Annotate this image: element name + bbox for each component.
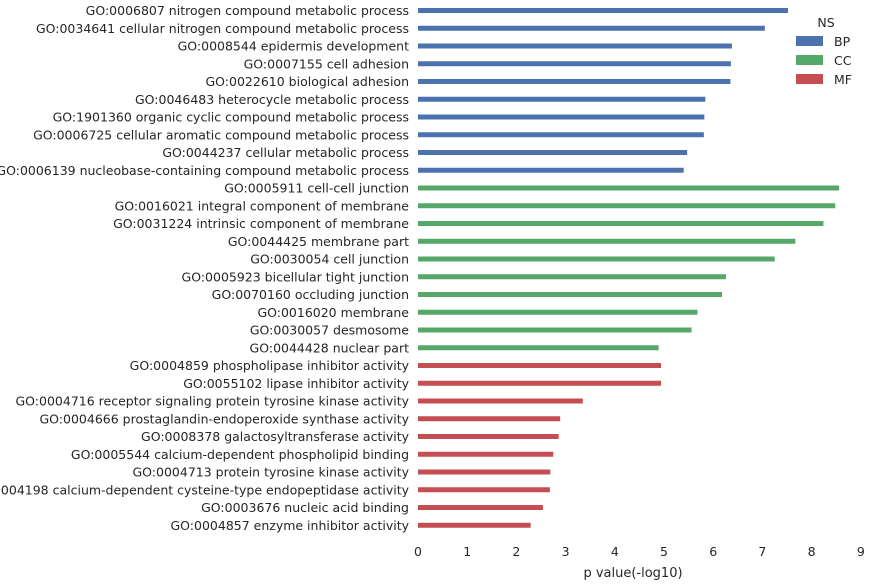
category-label: GO:0034641 cellular nitrogen compound me… <box>36 21 409 36</box>
category-label: GO:0030054 cell junction <box>250 252 409 267</box>
x-tick-label: 8 <box>808 544 816 559</box>
category-label: GO:0016020 membrane <box>257 305 409 320</box>
category-labels-group: GO:0006807 nitrogen compound metabolic p… <box>0 3 410 533</box>
bar <box>418 79 731 84</box>
category-label: GO:0006725 cellular aromatic compound me… <box>33 127 409 142</box>
category-label: GO:0022610 biological adhesion <box>206 74 410 89</box>
legend-swatch <box>796 55 823 65</box>
x-tick-label: 4 <box>611 544 619 559</box>
bar <box>418 132 704 138</box>
bar <box>418 292 723 297</box>
bar <box>418 114 705 120</box>
bar <box>418 522 531 528</box>
category-label: GO:0005911 cell-cell junction <box>224 181 409 196</box>
category-label: GO:0044428 nuclear part <box>250 340 410 355</box>
x-tick-label: 2 <box>512 544 520 559</box>
category-label: GO:0044425 membrane part <box>228 234 409 249</box>
category-label: GO:0004666 prostaglandin-endoperoxide sy… <box>40 411 410 426</box>
bar <box>418 505 543 510</box>
bar <box>418 8 788 13</box>
category-label: GO:0004716 receptor signaling protein ty… <box>16 394 410 409</box>
bar <box>418 43 732 49</box>
bar <box>418 487 550 493</box>
bar <box>418 256 775 262</box>
bar <box>418 309 698 315</box>
x-tick-label: 9 <box>857 544 865 559</box>
category-label: GO:0004859 phospholipase inhibitor activ… <box>130 358 410 373</box>
bar <box>418 203 836 209</box>
bar <box>418 380 662 386</box>
bar <box>418 363 662 368</box>
category-label: GO:0016021 integral component of membran… <box>115 198 410 213</box>
category-label: GO:0070160 occluding junction <box>212 287 409 302</box>
category-label: GO:0004857 enzyme inhibitor activity <box>170 518 409 533</box>
bar <box>418 150 688 155</box>
category-label: GO:0006139 nucleobase-containing compoun… <box>0 163 409 178</box>
legend-swatch <box>796 36 823 46</box>
category-label: GO:0044237 cellular metabolic process <box>162 145 409 160</box>
category-label: GO:0008378 galactosyltransferase activit… <box>141 429 410 444</box>
bar <box>418 221 824 226</box>
legend-swatch <box>796 74 823 84</box>
x-axis-label: p value(-log10) <box>583 566 682 581</box>
legend-title: NS <box>817 15 834 30</box>
category-label: GO:0031224 intrinsic component of membra… <box>113 216 409 231</box>
bar <box>418 238 796 244</box>
category-label: GO:0004713 protein tyrosine kinase activ… <box>133 465 410 480</box>
bar <box>418 416 561 422</box>
bar <box>418 327 692 333</box>
x-tick-label: 0 <box>414 544 422 559</box>
legend-entries: BP CC MF <box>796 34 852 87</box>
category-label: GO:1901360 organic cyclic compound metab… <box>53 110 409 125</box>
bar <box>418 345 659 351</box>
legend-label: CC <box>834 53 852 68</box>
bar <box>418 167 684 173</box>
category-label: GO:0003676 nucleic acid binding <box>201 500 409 515</box>
legend: NS BP CC MF <box>796 15 852 87</box>
category-label: GO:0007155 cell adhesion <box>244 56 409 71</box>
category-label: GO:0005923 bicellular tight junction <box>182 269 409 284</box>
x-tick-label: 5 <box>660 544 668 559</box>
bar <box>418 61 731 67</box>
bar <box>418 451 554 457</box>
category-label: GO:0006807 nitrogen compound metabolic p… <box>86 3 409 18</box>
x-tick-label: 6 <box>709 544 717 559</box>
x-tick-label: 3 <box>562 544 570 559</box>
legend-label: BP <box>834 34 851 49</box>
category-label: GO:0008544 epidermis development <box>178 39 409 54</box>
category-label: GO:0046483 heterocycle metabolic process <box>135 92 409 107</box>
legend-label: MF <box>834 72 852 87</box>
bar <box>418 274 726 280</box>
bar <box>418 434 559 439</box>
x-tick-labels-group: 0 1 2 3 4 5 6 7 8 9 <box>414 544 865 559</box>
bar <box>418 398 583 404</box>
bar <box>418 469 551 475</box>
category-label: GO:0004198 calcium-dependent cysteine-ty… <box>0 482 410 497</box>
x-tick-label: 7 <box>758 544 766 559</box>
bar <box>418 185 840 191</box>
category-label: GO:0005544 calcium-dependent phospholipi… <box>71 447 409 462</box>
category-label: GO:0055102 lipase inhibitor activity <box>183 376 409 391</box>
bars-group <box>418 8 840 528</box>
bar <box>418 96 706 102</box>
x-tick-label: 1 <box>463 544 471 559</box>
bar <box>418 25 765 31</box>
category-label: GO:0030057 desmosome <box>250 323 409 338</box>
